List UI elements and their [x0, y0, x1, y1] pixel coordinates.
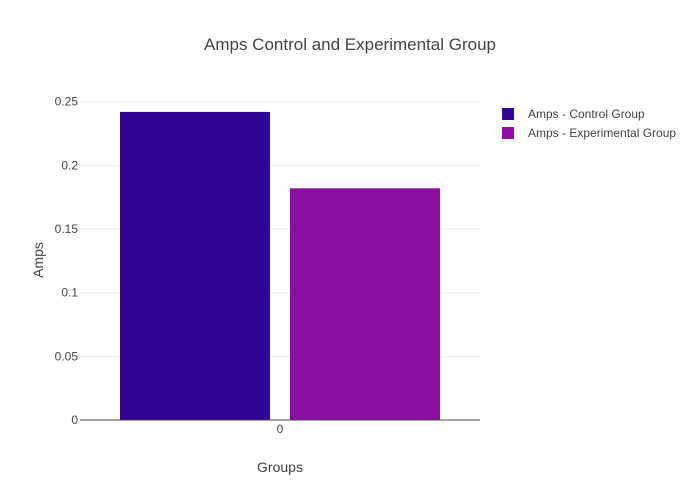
legend-label[interactable]: Amps - Control Group — [528, 107, 645, 121]
y-tick-label: 0.15 — [55, 222, 79, 236]
legend-swatch[interactable] — [502, 108, 514, 120]
legend-label[interactable]: Amps - Experimental Group — [528, 126, 676, 140]
x-tick-label: 0 — [277, 422, 284, 436]
y-axis-title: Amps — [30, 242, 46, 278]
y-tick-label: 0.25 — [55, 95, 79, 109]
y-tick-label: 0.2 — [61, 158, 78, 172]
x-tick-labels: 0 — [277, 422, 284, 436]
y-tick-label: 0.1 — [61, 286, 78, 300]
bar-control — [120, 111, 270, 421]
chart-title: Amps Control and Experimental Group — [204, 35, 496, 54]
bars — [120, 111, 440, 421]
y-tick-labels: 0 0.05 0.1 0.15 0.2 0.25 — [55, 95, 79, 427]
legend-swatch[interactable] — [502, 127, 514, 139]
y-tick-label: 0.05 — [55, 349, 79, 363]
y-tick-label: 0 — [71, 413, 78, 427]
x-axis-title: Groups — [257, 459, 303, 475]
bar-experimental — [290, 188, 440, 420]
legend: Amps - Control Group Amps - Experimental … — [502, 107, 676, 140]
